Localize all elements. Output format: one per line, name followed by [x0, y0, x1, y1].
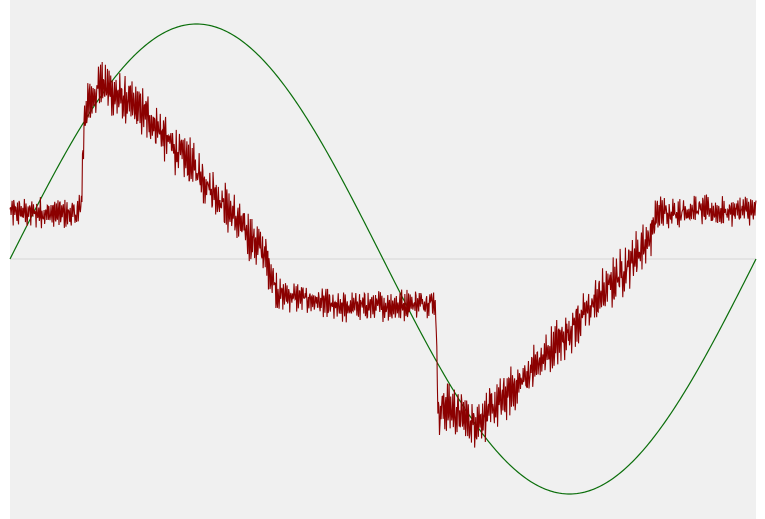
- series-0-line: [9, 23, 757, 495]
- series-1-line: [9, 61, 757, 448]
